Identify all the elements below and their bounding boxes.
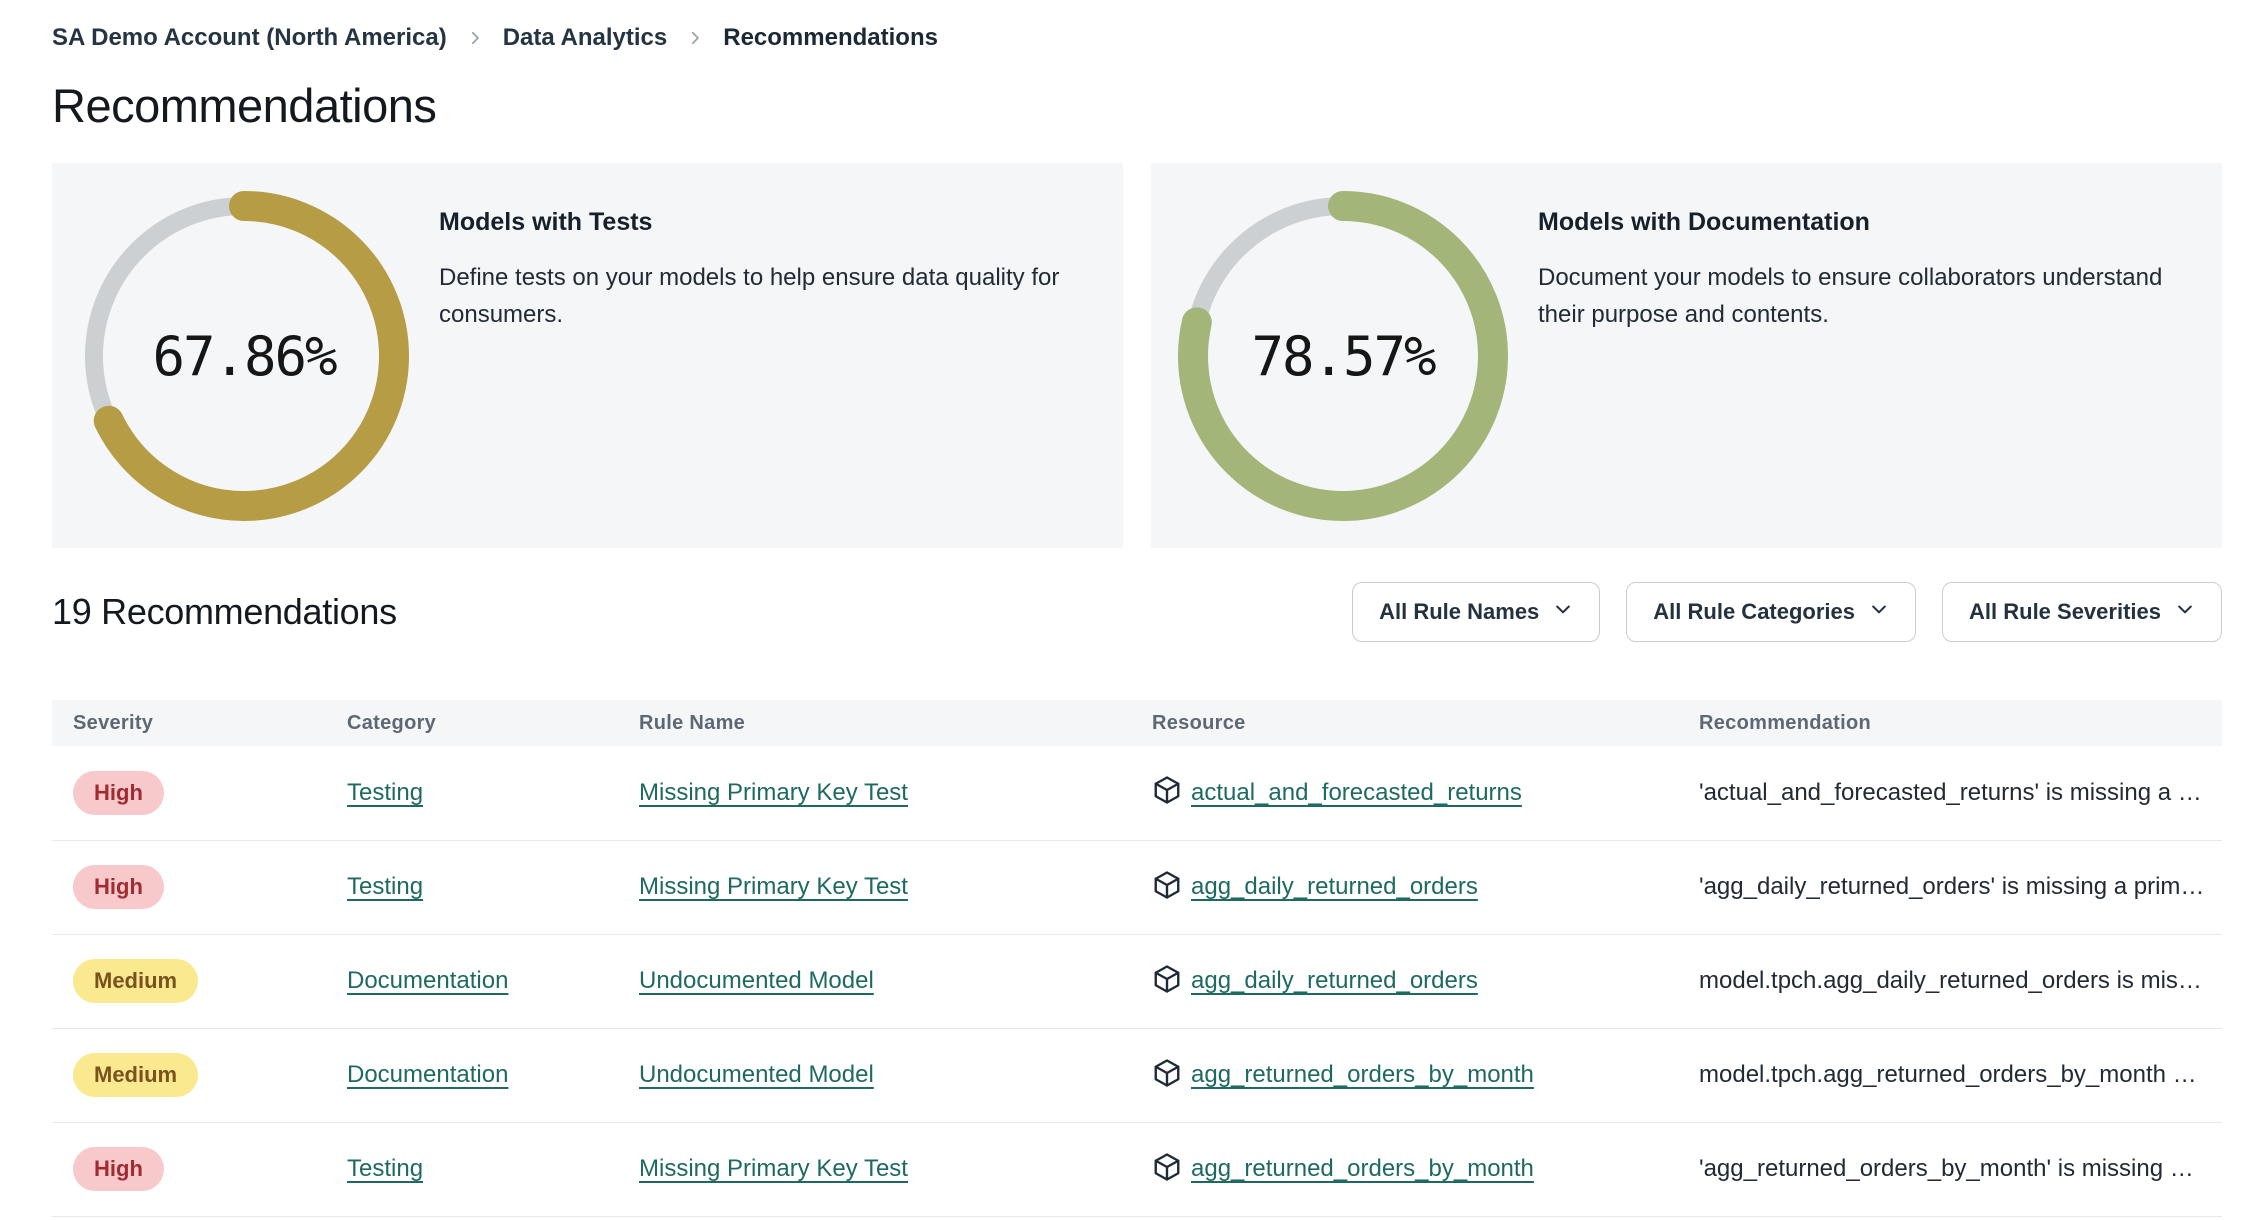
model-cube-icon: [1152, 870, 1182, 905]
severity-badge: High: [73, 770, 164, 815]
tests-coverage-gauge: 67.86%: [79, 191, 409, 521]
card-description: Document your models to ensure collabora…: [1538, 264, 2163, 329]
severity-badge: High: [73, 865, 164, 909]
column-header-category: Category: [326, 700, 618, 746]
recommendations-table-body: High Testing Missing Primary Key Test ac…: [52, 746, 2222, 1217]
category-link[interactable]: Documentation: [347, 967, 509, 994]
resource-link[interactable]: actual_and_forecasted_returns: [1191, 778, 1522, 806]
summary-cards: 67.86% Models with Tests Define tests on…: [52, 163, 2222, 548]
chevron-down-icon: [1869, 599, 1889, 625]
recommendation-text: model.tpch.agg_returned_orders_by_month …: [1699, 1061, 2197, 1088]
recommendation-text: model.tpch.agg_daily_returned_orders is …: [1699, 967, 2202, 994]
recommendation-text: 'agg_daily_returned_orders' is missing a…: [1699, 873, 2205, 900]
chevron-right-icon: [466, 29, 484, 47]
breadcrumb-project[interactable]: Data Analytics: [502, 24, 668, 51]
chevron-down-icon: [1553, 599, 1573, 625]
table-row: High Testing Missing Primary Key Test ac…: [52, 746, 2222, 841]
recommendation-text: 'agg_returned_orders_by_month' is missin…: [1699, 1155, 2194, 1182]
recommendations-table: Severity Category Rule Name Resource Rec…: [52, 700, 2222, 1217]
models-with-documentation-card: 78.57% Models with Documentation Documen…: [1151, 163, 2222, 548]
column-header-severity: Severity: [52, 700, 326, 746]
rule-name-link[interactable]: Missing Primary Key Test: [639, 1155, 908, 1182]
gauge-progress: [1178, 191, 1508, 521]
column-header-recommendation: Recommendation: [1678, 700, 2222, 746]
resource-link[interactable]: agg_daily_returned_orders: [1191, 967, 1478, 994]
table-row: Medium Documentation Undocumented Model …: [52, 1028, 2222, 1123]
table-header-row: Severity Category Rule Name Resource Rec…: [52, 700, 2222, 746]
recommendations-count: 19 Recommendations: [52, 591, 397, 632]
card-description: Define tests on your models to help ensu…: [439, 264, 1060, 329]
table-row: Medium Documentation Undocumented Model …: [52, 934, 2222, 1029]
models-with-tests-card: 67.86% Models with Tests Define tests on…: [52, 163, 1123, 548]
resource-link[interactable]: agg_returned_orders_by_month: [1191, 1155, 1534, 1182]
table-row: High Testing Missing Primary Key Test ag…: [52, 840, 2222, 935]
card-title: Models with Tests: [439, 208, 653, 236]
table-row: High Testing Missing Primary Key Test ag…: [52, 1122, 2222, 1217]
resource-link[interactable]: agg_returned_orders_by_month: [1191, 1061, 1534, 1088]
chevron-right-icon: [686, 29, 704, 47]
chevron-down-icon: [2175, 599, 2195, 625]
rule-name-link[interactable]: Missing Primary Key Test: [639, 873, 908, 900]
rule-names-filter-label: All Rule Names: [1379, 599, 1540, 624]
model-cube-icon: [1152, 964, 1182, 999]
rule-name-link[interactable]: Missing Primary Key Test: [639, 778, 908, 806]
gauge-progress: [79, 191, 409, 521]
category-link[interactable]: Testing: [347, 778, 424, 806]
breadcrumb-current: Recommendations: [723, 24, 938, 51]
breadcrumb: SA Demo Account (North America) Data Ana…: [52, 24, 2222, 52]
category-link[interactable]: Documentation: [347, 1061, 509, 1088]
documentation-coverage-percent: 78.57%: [1251, 324, 1436, 388]
documentation-coverage-gauge: 78.57%: [1178, 191, 1508, 521]
rule-categories-filter-label: All Rule Categories: [1653, 599, 1856, 624]
list-bar: 19 Recommendations All Rule Names All Ru…: [52, 582, 2222, 642]
category-link[interactable]: Testing: [347, 873, 424, 900]
breadcrumb-account[interactable]: SA Demo Account (North America): [52, 24, 447, 51]
severity-badge: Medium: [73, 1053, 199, 1097]
severity-badge: Medium: [73, 959, 199, 1003]
severity-badge: High: [73, 1147, 164, 1191]
column-header-resource: Resource: [1131, 700, 1678, 746]
rule-severities-filter-label: All Rule Severities: [1969, 599, 2161, 624]
rule-severities-filter[interactable]: All Rule Severities: [1942, 582, 2222, 642]
rule-name-link[interactable]: Undocumented Model: [639, 967, 874, 994]
tests-coverage-percent: 67.86%: [152, 324, 337, 388]
column-header-rule-name: Rule Name: [618, 700, 1131, 746]
resource-link[interactable]: agg_daily_returned_orders: [1191, 873, 1478, 900]
model-cube-icon: [1152, 1152, 1182, 1187]
rule-names-filter[interactable]: All Rule Names: [1352, 582, 1601, 642]
rule-categories-filter[interactable]: All Rule Categories: [1626, 582, 1917, 642]
rule-name-link[interactable]: Undocumented Model: [639, 1061, 874, 1088]
page-title: Recommendations: [52, 79, 437, 132]
model-cube-icon: [1152, 1058, 1182, 1093]
filters: All Rule Names All Rule Categories All R…: [1352, 582, 2222, 642]
card-title: Models with Documentation: [1538, 208, 1870, 236]
model-cube-icon: [1152, 775, 1182, 810]
recommendation-text: 'actual_and_forecasted_returns' is missi…: [1699, 778, 2202, 806]
category-link[interactable]: Testing: [347, 1155, 424, 1182]
